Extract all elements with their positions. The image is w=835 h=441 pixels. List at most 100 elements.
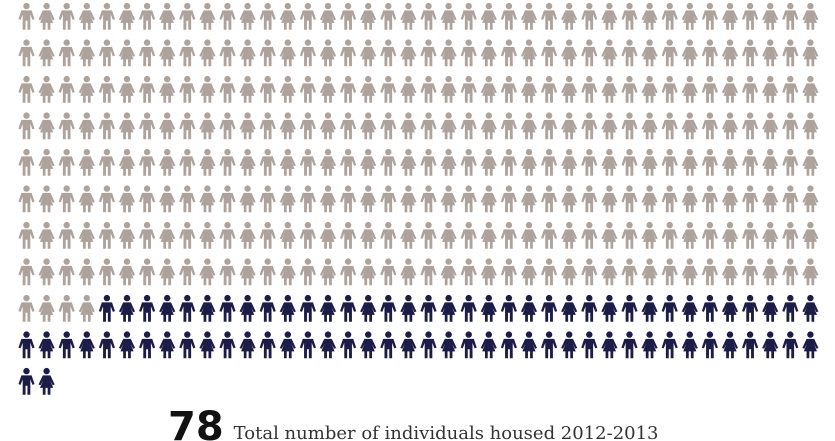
person-icon-highlighted	[299, 294, 316, 322]
person-icon	[98, 221, 115, 249]
person-icon	[460, 75, 477, 103]
person-icon	[520, 185, 538, 213]
person-icon	[500, 221, 517, 249]
person-icon	[78, 75, 95, 103]
person-icon	[460, 185, 477, 213]
person-icon-highlighted	[259, 331, 276, 359]
person-icon	[460, 39, 477, 67]
person-icon-highlighted	[219, 331, 236, 359]
person-icon	[802, 2, 819, 30]
person-icon	[721, 185, 739, 213]
person-icon-highlighted	[661, 294, 678, 322]
person-icon-highlighted	[701, 294, 718, 322]
person-icon	[58, 221, 75, 249]
person-icon-highlighted	[239, 294, 256, 322]
person-icon	[802, 75, 819, 103]
person-icon-highlighted	[18, 367, 35, 395]
person-icon	[641, 258, 658, 286]
person-icon	[118, 2, 136, 30]
person-icon	[621, 75, 638, 103]
person-icon	[541, 258, 558, 286]
person-icon	[480, 221, 497, 249]
person-icon-highlighted	[118, 331, 136, 359]
person-icon	[420, 75, 437, 103]
person-icon	[78, 112, 95, 140]
person-icon	[500, 75, 517, 103]
person-icon	[520, 258, 538, 286]
person-icon	[420, 185, 437, 213]
person-icon	[480, 2, 497, 30]
person-icon	[561, 75, 578, 103]
person-icon	[400, 75, 417, 103]
person-icon	[340, 185, 357, 213]
person-icon	[340, 2, 357, 30]
person-icon-highlighted	[340, 331, 357, 359]
person-icon	[199, 258, 216, 286]
person-icon	[179, 75, 196, 103]
person-icon-highlighted	[721, 331, 739, 359]
person-icon-highlighted	[762, 331, 779, 359]
person-icon	[219, 185, 236, 213]
person-icon	[340, 258, 357, 286]
person-icon	[299, 148, 316, 176]
caption: 78 Total number of individuals housed 20…	[168, 405, 659, 441]
person-icon	[500, 148, 517, 176]
person-icon	[78, 185, 95, 213]
person-icon	[621, 112, 638, 140]
person-icon	[721, 221, 739, 249]
person-icon	[380, 2, 397, 30]
person-icon	[500, 185, 517, 213]
person-icon-highlighted	[621, 331, 638, 359]
person-icon	[259, 148, 276, 176]
person-icon	[239, 148, 256, 176]
person-icon	[360, 2, 377, 30]
person-icon	[118, 221, 136, 249]
person-icon	[118, 112, 136, 140]
person-icon	[380, 148, 397, 176]
person-icon-highlighted	[681, 331, 698, 359]
person-icon	[58, 2, 75, 30]
person-icon	[541, 2, 558, 30]
person-icon	[58, 148, 75, 176]
person-icon	[360, 258, 377, 286]
person-icon	[199, 221, 216, 249]
person-icon	[802, 39, 819, 67]
person-icon-highlighted	[299, 331, 316, 359]
person-icon-highlighted	[420, 331, 437, 359]
person-icon	[18, 2, 35, 30]
person-icon	[340, 112, 357, 140]
person-icon-highlighted	[742, 331, 759, 359]
person-icon	[541, 75, 558, 103]
person-icon	[400, 221, 417, 249]
person-icon-highlighted	[279, 294, 296, 322]
person-icon	[500, 39, 517, 67]
person-icon	[360, 39, 377, 67]
person-icon	[159, 39, 176, 67]
person-icon	[38, 294, 55, 322]
person-icon	[400, 148, 417, 176]
person-icon-highlighted	[199, 294, 216, 322]
person-icon	[701, 258, 718, 286]
person-icon	[360, 75, 377, 103]
person-icon-highlighted	[641, 294, 658, 322]
person-icon	[259, 2, 276, 30]
person-icon	[661, 185, 678, 213]
person-icon	[601, 112, 618, 140]
person-icon	[360, 221, 377, 249]
person-icon	[340, 148, 357, 176]
person-icon	[279, 2, 296, 30]
person-icon-highlighted	[58, 331, 75, 359]
person-icon	[179, 221, 196, 249]
person-icon	[561, 2, 578, 30]
person-icon	[118, 148, 136, 176]
person-icon	[38, 39, 55, 67]
person-icon	[159, 185, 176, 213]
person-icon	[139, 185, 156, 213]
person-icon	[420, 2, 437, 30]
person-icon-highlighted	[239, 331, 256, 359]
person-icon	[561, 112, 578, 140]
person-icon	[319, 39, 337, 67]
person-icon-highlighted	[380, 294, 397, 322]
person-icon	[38, 185, 55, 213]
person-icon	[259, 258, 276, 286]
